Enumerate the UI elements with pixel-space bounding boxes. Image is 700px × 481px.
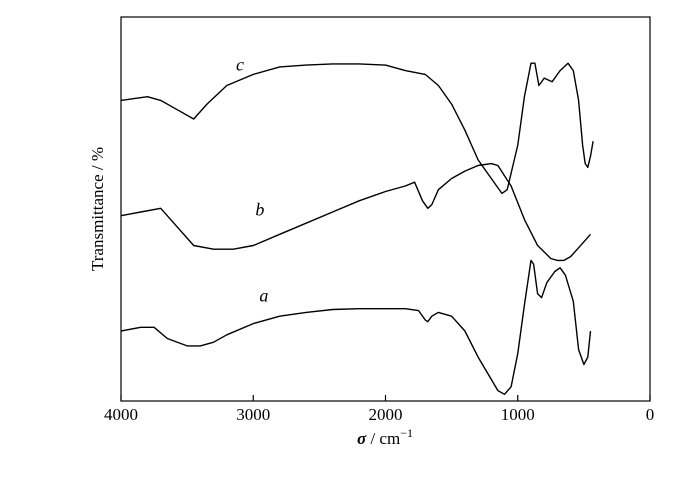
- x-tick-label: 3000: [236, 405, 270, 424]
- y-axis-title: Transmittance / %: [88, 147, 107, 271]
- series-group: [120, 62, 594, 395]
- series-labels: c b a: [236, 55, 268, 306]
- series-line-b: [120, 162, 592, 262]
- plot-frame: [120, 16, 651, 402]
- x-tick-label: 4000: [104, 405, 138, 424]
- series-label-a: a: [259, 285, 268, 305]
- series-label-c: c: [236, 55, 244, 75]
- x-tick-label: 1000: [501, 405, 535, 424]
- x-axis-symbol: σ: [357, 429, 367, 448]
- series-line-a: [120, 259, 592, 395]
- x-axis-unit: / cm: [366, 429, 400, 448]
- series-line-c: [120, 62, 594, 195]
- series-label-b: b: [255, 200, 264, 220]
- x-axis-exponent: −1: [400, 426, 413, 440]
- x-axis-title: σ / cm−1: [357, 426, 413, 448]
- x-ticks: 4000 3000 2000 1000 0: [104, 395, 654, 424]
- x-tick-label: 0: [646, 405, 655, 424]
- x-tick-label: 2000: [369, 405, 403, 424]
